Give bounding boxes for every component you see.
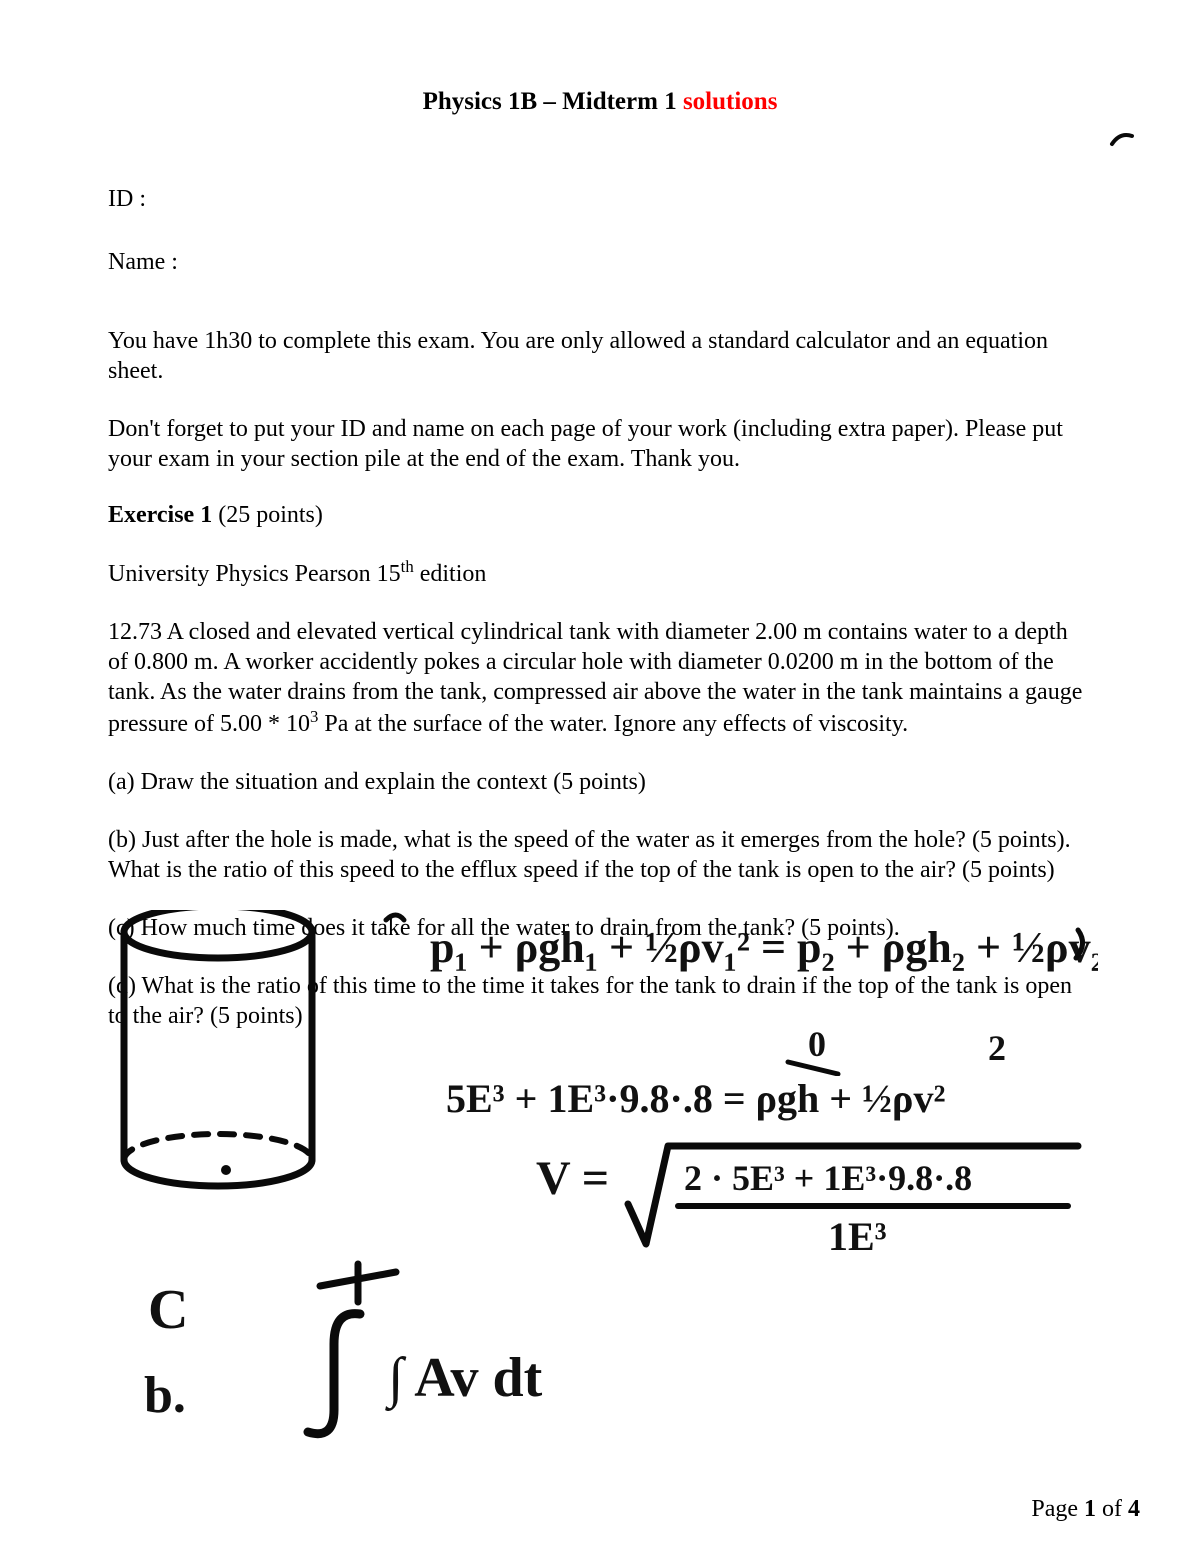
problem-post: Pa at the surface of the water. Ignore a…: [318, 711, 908, 737]
cylinder-sketch: [108, 910, 338, 1230]
footer-total: 4: [1128, 1496, 1140, 1522]
footer-current: 1: [1084, 1496, 1096, 1522]
sqrt-numerator: 2 · 5E³ + 1E³·9.8·.8: [684, 1158, 972, 1198]
equation-velocity: V = 2 · 5E³ + 1E³·9.8·.8 1E³: [528, 1134, 1088, 1284]
source-post: edition: [414, 561, 487, 587]
svg-text:C: C: [148, 1279, 188, 1341]
part-b: (b) Just after the hole is made, what is…: [108, 825, 1092, 885]
sqrt-denominator: 1E³: [828, 1214, 887, 1259]
page-footer: Page 1 of 4: [1031, 1496, 1140, 1523]
name-label: Name :: [108, 249, 1092, 276]
v-label: V =: [536, 1152, 609, 1205]
eq-bernoulli-text: p₁ + ρgh₁ + ½ρv₁² = p₂ + ρgh₂ + ½ρv₂²: [430, 923, 1098, 972]
exercise-heading: Exercise 1 (25 points): [108, 502, 1092, 529]
stray-pen-mark: [1108, 130, 1136, 148]
handwritten-solution: p₁ + ρgh₁ + ½ρv₁² = p₂ + ρgh₂ + ½ρv₂² 0 …: [108, 896, 1092, 1473]
id-label: ID :: [108, 186, 1092, 213]
footer-mid: of: [1096, 1496, 1128, 1522]
page: Physics 1B – Midterm 1 solutions ID : Na…: [0, 0, 1200, 1553]
equation-numeric: 5E³ + 1E³·9.8·.8 = ρgh + ½ρv²: [438, 1060, 1078, 1140]
eq-numeric-text: 5E³ + 1E³·9.8·.8 = ρgh + ½ρv²: [446, 1076, 945, 1121]
instructions-1: You have 1h30 to complete this exam. You…: [108, 326, 1092, 386]
source-sup: th: [401, 557, 414, 576]
part-a: (a) Draw the situation and explain the c…: [108, 767, 1092, 797]
exercise-heading-points: (25 points): [212, 502, 323, 528]
equation-bernoulli: p₁ + ρgh₁ + ½ρv₁² = p₂ + ρgh₂ + ½ρv₂²: [378, 896, 1098, 1006]
page-title: Physics 1B – Midterm 1 solutions: [108, 88, 1092, 116]
source-pre: University Physics Pearson 15: [108, 561, 401, 587]
svg-text:b.: b.: [144, 1367, 186, 1424]
integral-body: ∫ Av dt: [385, 1347, 543, 1412]
title-suffix: solutions: [683, 88, 777, 115]
title-prefix: Physics 1B – Midterm 1: [423, 88, 683, 115]
exercise-heading-strong: Exercise 1: [108, 502, 212, 528]
letter-c: C: [138, 1272, 218, 1352]
exercise-problem: 12.73 A closed and elevated vertical cyl…: [108, 617, 1092, 739]
exercise-source: University Physics Pearson 15th edition: [108, 557, 1092, 589]
instructions-2: Don't forget to put your ID and name on …: [108, 414, 1092, 474]
letter-b: b.: [134, 1356, 234, 1436]
zero-annot: 0: [808, 1024, 826, 1064]
integral-expr: ∫ Av dt: [268, 1300, 628, 1450]
footer-pre: Page: [1031, 1496, 1084, 1522]
